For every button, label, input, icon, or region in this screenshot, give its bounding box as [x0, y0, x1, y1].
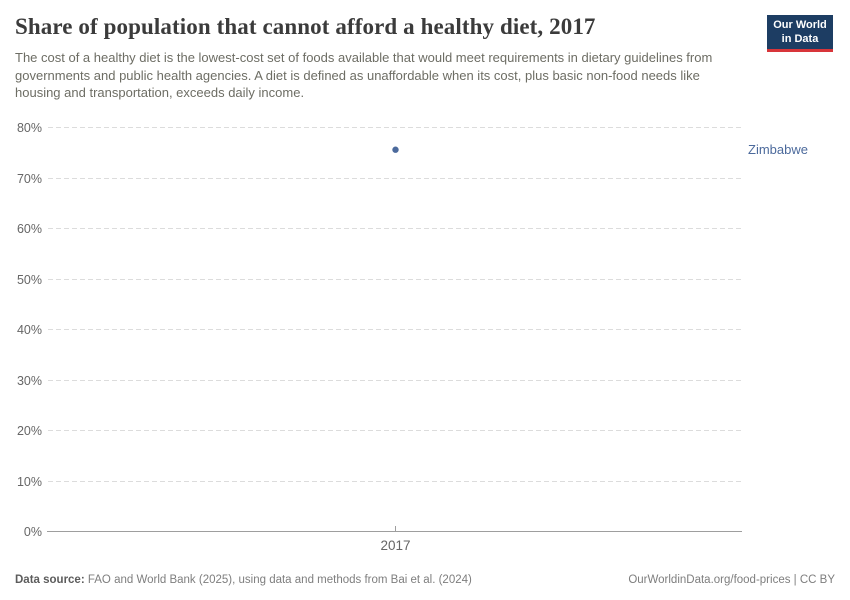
chart-header: Share of population that cannot afford a… — [15, 14, 835, 102]
credit-license-text[interactable]: OurWorldinData.org/food-prices | CC BY — [628, 574, 835, 586]
y-axis-label: 60% — [17, 222, 42, 236]
chart-subtitle: The cost of a healthy diet is the lowest… — [15, 50, 713, 100]
data-source-note: Data source: FAO and World Bank (2025), … — [15, 574, 472, 586]
y-axis-label: 70% — [17, 172, 42, 186]
y-axis-label: 80% — [17, 121, 42, 135]
y-axis-label: 30% — [17, 374, 42, 388]
y-axis-label: 0% — [24, 525, 42, 539]
owid-logo-line2: in Data — [781, 32, 819, 45]
x-axis-label: 2017 — [380, 538, 410, 553]
owid-logo[interactable]: Our World in Data — [767, 15, 833, 52]
y-axis-label: 40% — [17, 323, 42, 337]
chart-title: Share of population that cannot afford a… — [15, 14, 596, 39]
entity-label-zimbabwe[interactable]: Zimbabwe — [748, 142, 808, 157]
y-axis-label: 10% — [17, 475, 42, 489]
y-axis-label: 50% — [17, 273, 42, 287]
data-source-text: FAO and World Bank (2025), using data an… — [84, 574, 472, 586]
data-source-label: Data source: — [15, 574, 85, 586]
chart-footer: Data source: FAO and World Bank (2025), … — [15, 574, 835, 586]
owid-logo-line1: Our World — [773, 19, 827, 31]
data-point-zimbabwe[interactable] — [392, 146, 399, 153]
y-axis-label: 20% — [17, 424, 42, 438]
